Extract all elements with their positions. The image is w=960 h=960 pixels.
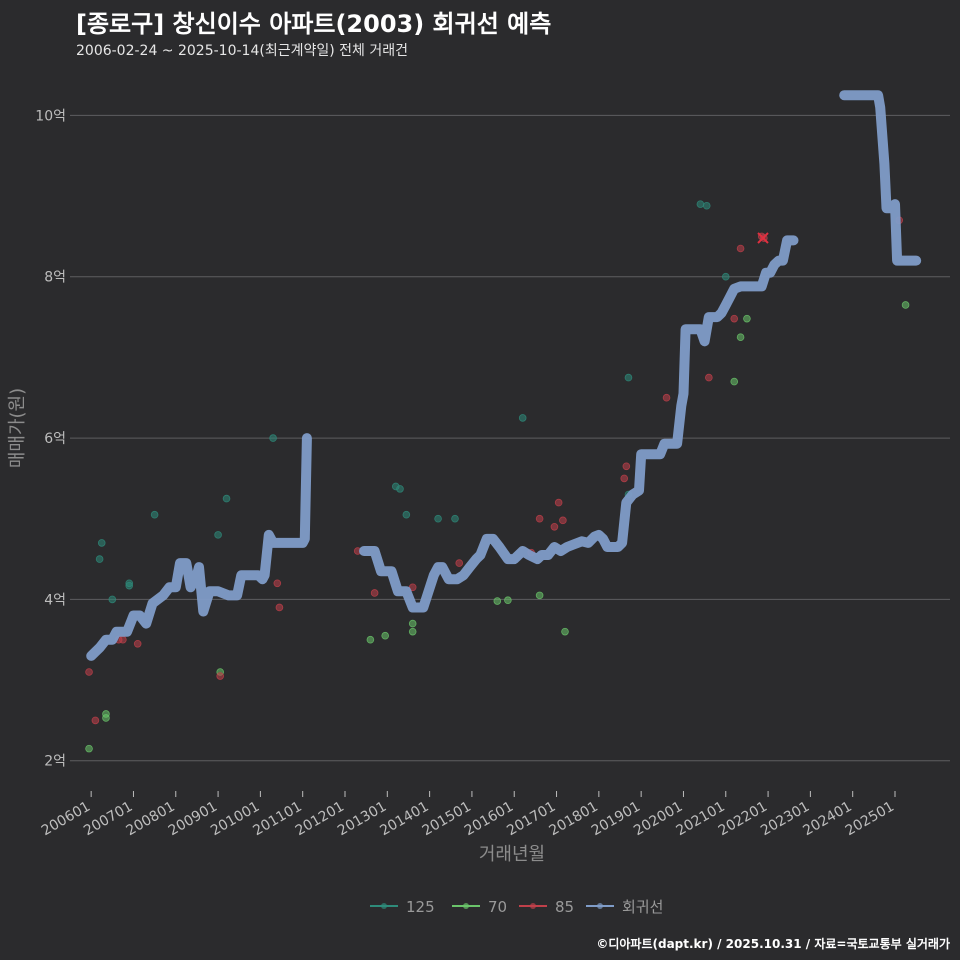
latest-deal-marker [757,232,769,244]
data-point-85 [119,635,127,644]
data-point-70 [493,597,502,605]
data-point-85 [91,716,100,725]
data-point-125 [108,595,117,604]
data-point-70 [736,333,745,342]
data-point-85 [133,639,142,648]
y-tick-label: 10억 [35,108,66,124]
data-point-85 [620,474,629,483]
legend-swatch-point [597,903,603,909]
grid-lines [70,114,950,762]
data-point-70 [102,714,110,722]
data-point-85 [370,589,379,597]
data-point-125 [402,510,411,519]
data-point-85 [705,373,713,382]
scatter-points [85,200,910,753]
legend-label: 125 [406,898,435,916]
data-point-70 [561,627,569,636]
data-point-85 [662,393,671,402]
data-point-125 [97,539,106,547]
data-point-70 [85,744,93,753]
data-point-70 [408,627,417,636]
legend-label: 회귀선 [622,898,663,916]
data-point-125 [396,485,404,493]
legend-swatch-point [530,903,536,909]
data-point-125 [451,514,459,523]
regression-line [86,90,922,661]
data-point-125 [696,200,705,208]
data-point-85 [622,462,631,471]
legend-label: 85 [555,898,574,916]
data-point-125 [95,555,104,563]
legend-swatch-point [463,903,469,909]
y-axis: 2억 4억 6억 8억 10억 [35,108,66,769]
data-point-85 [85,668,93,676]
y-tick-label: 8억 [44,270,66,286]
data-point-70 [366,635,375,644]
legend: 125 70 85 회귀선 [370,898,663,916]
y-tick-label: 6억 [44,431,66,447]
regression-segment [839,90,922,266]
data-point-125 [214,531,222,539]
data-point-85 [535,514,544,523]
legend-label: 70 [488,898,507,916]
data-point-70 [901,301,910,309]
chart-title: [종로구] 창신이수 아파트(2003) 회귀선 예측 [76,10,552,38]
data-point-85 [550,522,559,531]
data-point-125 [125,581,134,590]
x-axis: 2006012007012008012009012010012011012012… [39,791,897,839]
data-point-85 [554,498,563,507]
data-point-85 [273,579,282,588]
data-point-85 [559,516,567,525]
data-point-125 [518,414,527,422]
data-point-85 [216,672,224,680]
x-axis-title: 거래년월 [479,844,545,865]
data-point-125 [434,514,442,523]
data-point-70 [381,631,389,640]
data-point-125 [150,510,159,519]
data-point-85 [736,244,745,253]
y-tick-label: 4억 [44,592,66,608]
data-point-85 [275,603,284,612]
data-point-85 [730,314,739,323]
data-point-125 [269,434,277,442]
legend-swatch-point [381,903,387,909]
data-point-70 [504,596,512,605]
data-point-125 [624,373,633,382]
chart-subtitle: 2006-02-24 ~ 2025-10-14(최근계약일) 전체 거래건 [76,43,408,59]
footer-credit: ©디아파트(dapt.kr) / 2025.10.31 / 자료=국토교통부 실… [596,937,950,951]
y-axis-title: 매매가(원) [7,388,28,468]
data-point-85 [455,559,464,567]
y-tick-label: 2억 [44,754,66,770]
data-point-70 [743,314,751,323]
data-point-70 [408,619,417,628]
regression-segment [86,433,312,661]
data-point-70 [535,591,544,600]
data-point-125 [702,201,711,210]
data-point-70 [730,377,739,386]
regression-segment [359,235,799,613]
data-point-125 [222,494,231,503]
x-tick-label: 202501 [843,799,897,840]
data-point-125 [721,272,730,281]
